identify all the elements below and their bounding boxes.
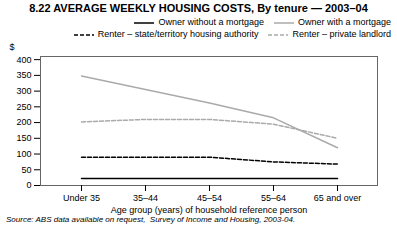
svg-text:300: 300 <box>16 86 31 96</box>
svg-text:35–44: 35–44 <box>133 193 158 203</box>
svg-text:55–64: 55–64 <box>261 193 286 203</box>
svg-text:150: 150 <box>16 133 31 143</box>
svg-text:65 and over: 65 and over <box>314 193 362 203</box>
html-text:Source: ABS data available on: Source: ABS data available on request, S… <box>6 215 296 224</box>
svg-text:100: 100 <box>16 149 31 159</box>
svg-text:Under 35: Under 35 <box>63 193 100 203</box>
html-text:Owner with a mortgage: Owner with a mortgage <box>298 17 391 27</box>
svg-text:$: $ <box>10 42 15 52</box>
svg-text:350: 350 <box>16 70 31 80</box>
svg-text:250: 250 <box>16 102 31 112</box>
svg-text:400: 400 <box>16 55 31 65</box>
svg-text:45–54: 45–54 <box>197 193 222 203</box>
svg-text:Age group (years) of household: Age group (years) of household reference… <box>111 205 308 215</box>
html-text:Owner without a mortgage: Owner without a mortgage <box>158 17 264 27</box>
html-text:Renter – state/territory housi: Renter – state/territory housing authori… <box>97 29 259 39</box>
html-text:Renter – private landlord: Renter – private landlord <box>292 29 391 39</box>
svg-text:200: 200 <box>16 117 31 127</box>
svg-text:0: 0 <box>26 180 31 190</box>
html-text:8.22 AVERAGE WEEKLY HOUSING CO: 8.22 AVERAGE WEEKLY HOUSING COSTS, By te… <box>29 2 368 14</box>
svg-text:50: 50 <box>21 165 31 175</box>
